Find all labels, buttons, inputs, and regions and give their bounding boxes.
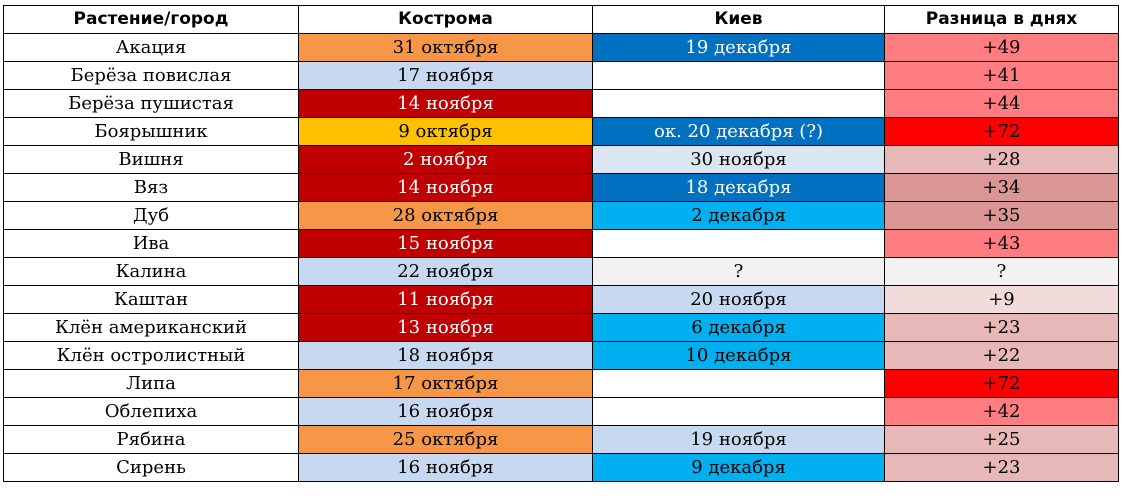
table-row: Берёза пушистая 14 ноября +44 [3, 89, 1119, 118]
table-row: Липа 17 октября +72 [3, 369, 1119, 398]
kostroma-date-cell: 18 ноября [298, 341, 593, 370]
table-row: Клён американский 13 ноября 6 декабря +23 [3, 313, 1119, 342]
table-row: Клён остролистный 18 ноября 10 декабря +22 [3, 341, 1119, 370]
plant-cell: Липа [3, 369, 299, 398]
kiev-date-cell: 18 декабря [592, 173, 885, 202]
table-row: Дуб 28 октября 2 декабря +35 [3, 201, 1119, 230]
diff-days-cell: +72 [884, 369, 1119, 398]
table-row: Калина 22 ноября?? [3, 257, 1119, 286]
kostroma-date-cell: 17 ноября [298, 61, 593, 90]
leaf-fall-table: Растение/город Кострома Киев Разница в д… [3, 5, 1119, 482]
plant-cell: Боярышник [3, 117, 299, 146]
kiev-date-cell [592, 369, 885, 398]
kostroma-date-cell: 28 октября [298, 201, 593, 230]
table-row: Облепиха 16 ноября +42 [3, 397, 1119, 426]
plant-cell: Калина [3, 257, 299, 286]
kiev-date-cell: 20 ноября [592, 285, 885, 314]
diff-days-cell: +28 [884, 145, 1119, 174]
plant-cell: Клён американский [3, 313, 299, 342]
table-row: Ива 15 ноября +43 [3, 229, 1119, 258]
diff-days-cell: +44 [884, 89, 1119, 118]
table-row: Вяз 14 ноября 18 декабря +34 [3, 173, 1119, 202]
plant-cell: Сирень [3, 453, 299, 482]
kostroma-date-cell: 15 ноября [298, 229, 593, 258]
plant-cell: Клён остролистный [3, 341, 299, 370]
table-row: Сирень 16 ноября 9 декабря +23 [3, 453, 1119, 482]
kostroma-date-cell: 25 октября [298, 425, 593, 454]
diff-days-cell: +41 [884, 61, 1119, 90]
header-diff: Разница в днях [884, 5, 1119, 34]
diff-days-cell: +72 [884, 117, 1119, 146]
table-row: Вишня 2 ноября 30 ноября +28 [3, 145, 1119, 174]
diff-days-cell: +49 [884, 33, 1119, 62]
table-row: Боярышник 9 октября ок. 20 декабря (?) +72 [3, 117, 1119, 146]
plant-cell: Рябина [3, 425, 299, 454]
diff-days-cell: +35 [884, 201, 1119, 230]
kiev-date-cell [592, 61, 885, 90]
diff-days-cell: +42 [884, 397, 1119, 426]
header-plant: Растение/город [3, 5, 299, 34]
plant-cell: Ива [3, 229, 299, 258]
kostroma-date-cell: 16 ноября [298, 397, 593, 426]
diff-days-cell: +25 [884, 425, 1119, 454]
header-row: Растение/город Кострома Киев Разница в д… [3, 5, 1119, 34]
plant-cell: Берёза повислая [3, 61, 299, 90]
kiev-date-cell: 9 декабря [592, 453, 885, 482]
table-body: Акация 31 октября 19 декабря +49 Берёза пови… [3, 33, 1119, 482]
kiev-date-cell: 10 декабря [592, 341, 885, 370]
kiev-date-cell: 19 ноября [592, 425, 885, 454]
plant-cell: Берёза пушистая [3, 89, 299, 118]
table-row: Каштан 11 ноября 20 ноября +9 [3, 285, 1119, 314]
kostroma-date-cell: 31 октября [298, 33, 593, 62]
table-row: Рябина 25 октября 19 ноября +25 [3, 425, 1119, 454]
kiev-date-cell: 6 декабря [592, 313, 885, 342]
header-kiev: Киев [592, 5, 885, 34]
diff-days-cell: +23 [884, 313, 1119, 342]
table-row: Берёза повислая 17 ноября +41 [3, 61, 1119, 90]
plant-cell: Акация [3, 33, 299, 62]
diff-days-cell: +9 [884, 285, 1119, 314]
kostroma-date-cell: 14 ноября [298, 89, 593, 118]
kiev-date-cell [592, 397, 885, 426]
kostroma-date-cell: 2 ноября [298, 145, 593, 174]
diff-days-cell: ? [884, 257, 1119, 286]
diff-days-cell: +22 [884, 341, 1119, 370]
kiev-date-cell: 2 декабря [592, 201, 885, 230]
plant-cell: Каштан [3, 285, 299, 314]
kiev-date-cell [592, 89, 885, 118]
kostroma-date-cell: 13 ноября [298, 313, 593, 342]
diff-days-cell: +23 [884, 453, 1119, 482]
kiev-date-cell [592, 229, 885, 258]
plant-cell: Облепиха [3, 397, 299, 426]
kiev-date-cell: ? [592, 257, 885, 286]
plant-cell: Вяз [3, 173, 299, 202]
kostroma-date-cell: 14 ноября [298, 173, 593, 202]
diff-days-cell: +34 [884, 173, 1119, 202]
header-kostroma: Кострома [298, 5, 593, 34]
kiev-date-cell: 19 декабря [592, 33, 885, 62]
kostroma-date-cell: 11 ноября [298, 285, 593, 314]
kostroma-date-cell: 22 ноября [298, 257, 593, 286]
kiev-date-cell: ок. 20 декабря (?) [592, 117, 885, 146]
kostroma-date-cell: 16 ноября [298, 453, 593, 482]
table-row: Акация 31 октября 19 декабря +49 [3, 33, 1119, 62]
kostroma-date-cell: 17 октября [298, 369, 593, 398]
plant-cell: Вишня [3, 145, 299, 174]
diff-days-cell: +43 [884, 229, 1119, 258]
kiev-date-cell: 30 ноября [592, 145, 885, 174]
kostroma-date-cell: 9 октября [298, 117, 593, 146]
plant-cell: Дуб [3, 201, 299, 230]
